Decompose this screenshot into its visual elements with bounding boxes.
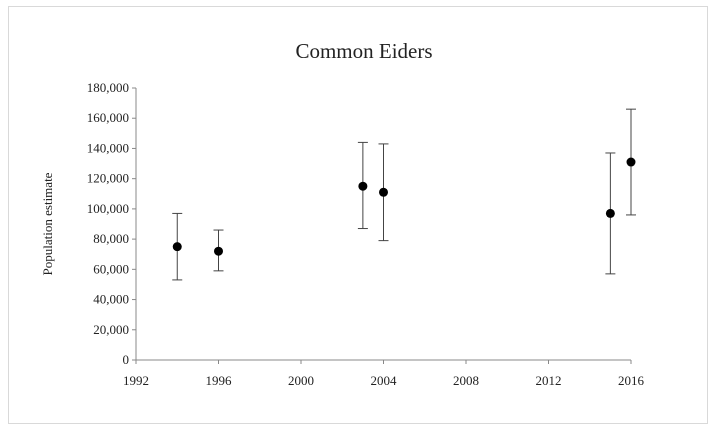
y-tick-label: 80,000 bbox=[93, 231, 129, 246]
data-point bbox=[605, 208, 615, 218]
x-tick-label: 2004 bbox=[371, 373, 398, 388]
x-tick-label: 1996 bbox=[206, 373, 233, 388]
x-tick-label: 2000 bbox=[288, 373, 314, 388]
x-tick-label: 1992 bbox=[123, 373, 149, 388]
data-point bbox=[358, 181, 368, 191]
x-ticks: 1992 1996 2000 2004 2008 2012 2016 bbox=[123, 360, 645, 388]
y-tick-label: 180,000 bbox=[87, 80, 129, 95]
data-point bbox=[214, 246, 223, 256]
y-tick-label: 120,000 bbox=[87, 171, 129, 186]
y-tick-label: 160,000 bbox=[87, 110, 129, 125]
y-tick-label: 140,000 bbox=[87, 140, 129, 155]
x-tick-label: 2008 bbox=[453, 373, 479, 388]
data-point bbox=[172, 242, 182, 252]
y-tick-label: 60,000 bbox=[93, 261, 129, 276]
y-tick-label: 20,000 bbox=[93, 322, 129, 337]
x-tick-label: 2012 bbox=[536, 373, 562, 388]
y-tick-label: 0 bbox=[123, 352, 130, 367]
chart-title: Common Eiders bbox=[295, 39, 432, 63]
data-point bbox=[626, 157, 636, 167]
y-tick-label: 40,000 bbox=[93, 292, 129, 307]
x-tick-label: 2016 bbox=[618, 373, 645, 388]
chart-frame bbox=[8, 6, 708, 424]
y-tick-label: 100,000 bbox=[87, 201, 129, 216]
y-ticks: 0 20,000 40,000 60,000 80,000 100,000 120,000 1… bbox=[87, 80, 136, 367]
y-axis-label: Population estimate bbox=[40, 172, 55, 275]
data-points bbox=[172, 157, 636, 256]
data-point bbox=[379, 187, 388, 197]
error-bars bbox=[172, 108, 636, 281]
